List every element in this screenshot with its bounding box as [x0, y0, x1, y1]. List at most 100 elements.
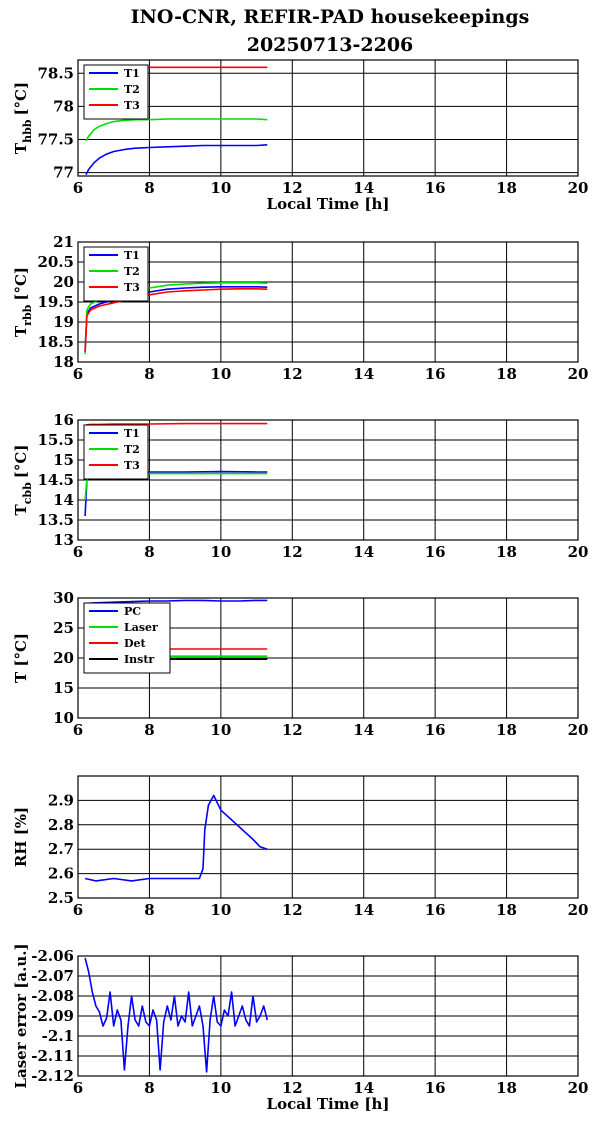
x-tick-label: 16: [425, 179, 446, 197]
y-tick-label: 30: [53, 589, 74, 607]
legend-entry: T3: [124, 281, 140, 294]
legend-entry: T2: [124, 265, 140, 278]
x-tick-label: 8: [144, 1079, 154, 1097]
x-tick-label: 12: [282, 901, 303, 919]
y-tick-label: 13.5: [37, 511, 74, 529]
x-tick-label: 18: [496, 365, 517, 383]
y-tick-label: -2.07: [31, 967, 74, 985]
x-tick-label: 20: [568, 721, 589, 739]
y-axis-label-main: T: [12, 142, 30, 154]
y-axis-label-unit: [°C]: [12, 82, 30, 116]
y-tick-label: -2.11: [31, 1047, 74, 1065]
legend-entry: Laser: [124, 621, 158, 634]
series-line-1: [84, 957, 269, 1073]
y-tick-label: 15: [53, 679, 74, 697]
legend-box: [83, 602, 171, 674]
legend-entry: PC: [124, 605, 141, 618]
series-line-t2: [85, 118, 268, 142]
y-axis-label: Laser error [a.u.]: [12, 943, 30, 1088]
series-line-pc: [85, 599, 268, 605]
y-axis-label-unit: [°C]: [12, 267, 30, 301]
x-tick-label: 6: [73, 901, 83, 919]
y-tick-label: 2.8: [48, 816, 74, 834]
plot-frame: [77, 955, 579, 1077]
x-tick-label: 20: [568, 179, 589, 197]
chart-panel-1: 6 8 10 12 14 16 18 20 77 77.5 78 78.5 T1 T2 T3 Thbb [°C]…: [12, 59, 589, 213]
x-tick-label: 10: [210, 721, 231, 739]
y-tick-label: 16: [53, 411, 74, 429]
x-tick-label: 18: [496, 1079, 517, 1097]
y-axis-label-unit: [°C]: [12, 445, 30, 479]
x-tick-label: 20: [568, 1079, 589, 1097]
plot-frame: [77, 419, 579, 541]
x-tick-label: 16: [425, 1079, 446, 1097]
y-tick-label: 77: [53, 164, 74, 182]
x-tick-label: 16: [425, 901, 446, 919]
y-axis-label-main: Laser error [a.u.]: [12, 943, 30, 1088]
y-tick-label: 15: [53, 451, 74, 469]
x-tick-label: 14: [353, 365, 374, 383]
x-tick-label: 16: [425, 543, 446, 561]
chart-panel-6: 6 8 10 12 14 16 18 20 -2.12 -2.11 -2.1 -2.09 -2.08 -2…: [12, 943, 588, 1113]
y-axis-label: Trbb [°C]: [12, 267, 34, 337]
x-tick-label: 10: [210, 365, 231, 383]
plot-frame: [77, 241, 579, 363]
x-tick-label: 20: [568, 901, 589, 919]
series-line-t1: [84, 285, 268, 351]
x-axis-label: Local Time [h]: [267, 195, 390, 213]
y-tick-label: 19: [53, 313, 74, 331]
x-tick-label: 6: [73, 721, 83, 739]
legend-entry: T1: [124, 249, 140, 262]
series-line-t3: [84, 287, 268, 353]
chart-panel-4: 6 8 10 12 14 16 18 20 10 15 20 25 30 PC Laser Det Instr T…: [12, 589, 588, 739]
y-axis-label: RH [%]: [12, 807, 30, 867]
x-tick-label: 12: [282, 365, 303, 383]
legend-entry: T1: [124, 427, 140, 440]
x-tick-label: 14: [353, 901, 374, 919]
y-tick-label: 18.5: [37, 333, 74, 351]
x-tick-label: 18: [496, 901, 517, 919]
x-tick-label: 20: [568, 543, 589, 561]
x-tick-label: 18: [496, 721, 517, 739]
y-axis-label-subscript: rbb: [21, 304, 34, 325]
x-tick-label: 8: [144, 543, 154, 561]
y-tick-label: 15.5: [37, 431, 74, 449]
y-axis-label-main: T [°C]: [12, 633, 30, 683]
x-tick-label: 6: [73, 365, 83, 383]
y-axis-label-main: T: [12, 503, 30, 515]
y-axis-label-main: T: [12, 325, 30, 337]
y-tick-label: 78.5: [37, 64, 74, 82]
x-tick-label: 12: [282, 1079, 303, 1097]
x-tick-label: 10: [210, 901, 231, 919]
y-tick-label: 18: [53, 353, 74, 371]
legend-entry: Instr: [124, 653, 154, 666]
x-tick-label: 6: [73, 179, 83, 197]
x-tick-label: 8: [144, 365, 154, 383]
y-axis-label-subscript: cbb: [21, 482, 34, 504]
x-tick-label: 12: [282, 721, 303, 739]
legend-entry: Det: [124, 637, 147, 650]
y-axis-label: Tcbb [°C]: [12, 445, 34, 516]
y-tick-label: -2.09: [31, 1007, 74, 1025]
x-tick-label: 18: [496, 179, 517, 197]
chart-panel-3: 6 8 10 12 14 16 18 20 13 13.5 14 14.5 15 15.5 16 T1 T2 T3…: [12, 411, 588, 561]
legend-entry: T3: [124, 459, 140, 472]
y-axis-label-main: RH [%]: [12, 807, 30, 867]
y-tick-label: 78: [53, 97, 74, 115]
x-tick-label: 14: [353, 179, 374, 197]
y-tick-label: 20: [53, 649, 74, 667]
y-tick-label: 19.5: [37, 293, 74, 311]
legend-entry: T2: [124, 83, 140, 96]
x-tick-label: 6: [73, 543, 83, 561]
x-tick-label: 14: [353, 721, 374, 739]
x-tick-label: 14: [353, 543, 374, 561]
y-tick-label: 21: [53, 233, 74, 251]
x-tick-label: 8: [144, 721, 154, 739]
y-tick-label: 2.6: [48, 865, 74, 883]
y-axis-label: Thbb [°C]: [12, 82, 34, 154]
y-tick-label: 2.9: [48, 791, 74, 809]
y-tick-label: 20: [53, 273, 74, 291]
series-line-1: [84, 794, 268, 882]
y-tick-label: 14.5: [37, 471, 74, 489]
